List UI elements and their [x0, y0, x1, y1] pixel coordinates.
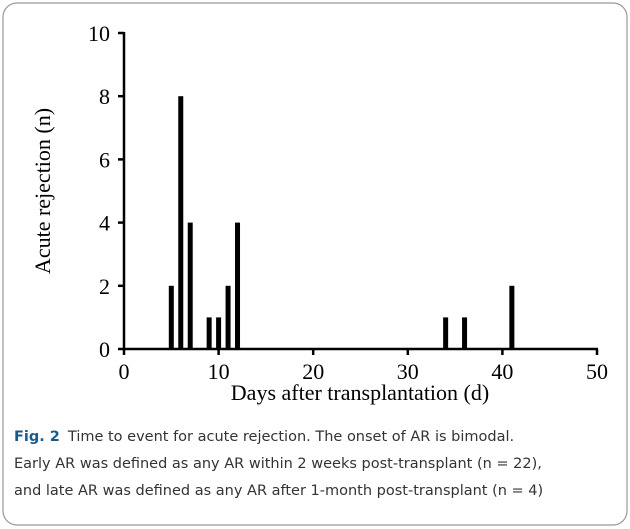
x-tick-label: 30: [397, 359, 419, 384]
y-tick-label: 4: [99, 211, 110, 236]
bar: [443, 317, 449, 349]
y-tick-label: 6: [99, 147, 110, 172]
caption-label: Fig. 2: [14, 429, 60, 445]
x-axis-label: Days after transplantation (d): [231, 380, 489, 405]
y-tick-label: 8: [99, 84, 110, 109]
caption-line: Fig. 2 Time to event for acute rejection.…: [14, 429, 514, 445]
bar: [206, 317, 212, 349]
y-tick-label: 0: [99, 337, 110, 362]
bar: [178, 96, 184, 349]
x-tick-label: 20: [302, 359, 324, 384]
caption-text: Time to event for acute rejection. The o…: [67, 429, 514, 445]
x-tick-label: 40: [491, 359, 513, 384]
caption-text: Early AR was defined as any AR within 2 …: [14, 456, 542, 472]
x-tick-label: 50: [586, 359, 608, 384]
bar: [462, 317, 468, 349]
x-tick-label: 10: [208, 359, 230, 384]
bar: [235, 222, 241, 349]
bar: [509, 285, 515, 349]
x-tick-label: 0: [119, 359, 130, 384]
y-tick-label: 10: [88, 21, 110, 46]
bar: [168, 285, 174, 349]
bar: [216, 317, 222, 349]
bar: [225, 285, 231, 349]
y-axis-label: Acute rejection (n): [30, 108, 55, 274]
bar: [187, 222, 193, 349]
caption-text: and late AR was defined as any AR after …: [14, 483, 543, 499]
y-tick-label: 2: [99, 274, 110, 299]
